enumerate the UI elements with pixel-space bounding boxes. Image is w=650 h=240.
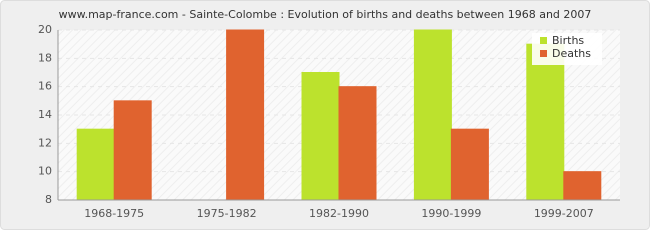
x-tick-label: 1990-1999 [421,207,481,220]
y-tick-label: 10 [38,165,52,178]
legend-swatch [540,50,547,57]
bar [113,100,152,201]
bar [301,72,340,201]
legend-swatch [540,37,547,44]
legend-label: Births [552,34,584,47]
y-tick-label: 12 [38,136,52,149]
chart-title: www.map-france.com - Sainte-Colombe : Ev… [59,8,592,21]
x-tick-label: 1982-1990 [309,207,369,220]
x-tick-label: 1968-1975 [84,207,144,220]
y-tick-label: 14 [38,108,52,121]
bar [413,29,452,201]
bar [226,29,265,201]
bar [338,86,377,201]
bar [76,128,115,201]
bar [526,43,565,201]
y-tick-label: 8 [45,193,52,206]
y-tick-label: 20 [38,23,52,36]
y-tick-label: 16 [38,80,52,93]
chart: www.map-france.com - Sainte-Colombe : Ev… [0,0,650,230]
x-tick-label: 1999-2007 [534,207,594,220]
legend-label: Deaths [552,47,591,60]
x-tick-label: 1975-1982 [197,207,257,220]
bar [450,128,489,201]
bar [563,171,602,201]
y-tick-label: 18 [38,51,52,64]
